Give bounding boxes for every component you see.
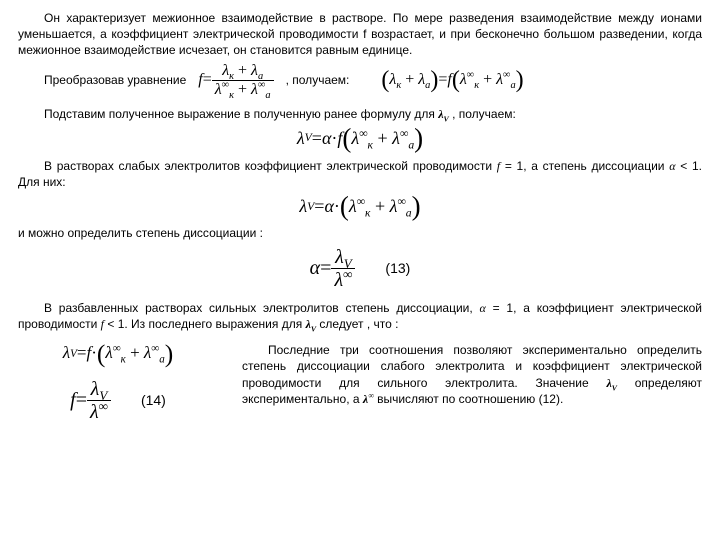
p6-c: < 1. Из последнего выражения для [104, 317, 306, 331]
sym-plus: + [375, 196, 390, 216]
sym-lambda: λ [299, 194, 307, 218]
paragraph-7: Последние три соотношения позволяют эксп… [242, 342, 702, 411]
sym-lambda: λ [215, 81, 222, 98]
sup-inf: ∞ [151, 343, 159, 355]
sup-inf: ∞ [357, 195, 365, 208]
sym-lambda: λ [496, 71, 503, 88]
sym-plus: + [378, 128, 393, 148]
eq-f-fraction: f = λк + λа λ∞к + λ∞а [198, 63, 273, 98]
paragraph-5: и можно определить степень диссоциации : [18, 225, 702, 241]
sym-lambda: λ [392, 128, 400, 148]
paragraph-4: В растворах слабых электролитов коэффици… [18, 158, 702, 190]
sym-lambda: λ [251, 81, 258, 98]
equation-row-1: Преобразовав уравнение f = λк + λа λ∞к +… [18, 63, 702, 98]
sym-lambda: λ [460, 71, 467, 88]
p3-b: , получаем: [449, 107, 516, 121]
p6-a: В разбавленных растворах сильных электро… [44, 301, 480, 315]
sym-lambda: λ [63, 342, 70, 365]
p3-a: Подставим полученное выражение в получен… [44, 107, 438, 121]
p2-lead: Преобразовав уравнение [18, 72, 186, 88]
sym-lambda: λ [251, 62, 258, 79]
eqnum-13: (13) [385, 259, 410, 278]
paragraph-3: Подставим полученное выражение в получен… [18, 106, 702, 122]
sub-k: к [474, 80, 479, 91]
eq-lambda-v-full: λV = α · f ( λ∞к + λ∞а ) [18, 126, 702, 150]
sub-k: к [365, 207, 370, 220]
sym-plus: + [238, 62, 251, 79]
sym-eq: = [77, 342, 87, 365]
sub-k: к [121, 354, 126, 366]
p4-a: В растворах слабых электролитов коэффици… [44, 159, 497, 173]
sym-eq: = [320, 255, 331, 282]
sup-inf: ∞ [99, 399, 108, 414]
page: Он характеризует межионное взаимодействи… [0, 0, 720, 432]
eq-13: α = λV λ∞ (13) [18, 247, 702, 290]
sym-lambda: λ [335, 246, 344, 268]
sym-lambda: λ [105, 343, 112, 362]
left-equations: λV = f · ( λ∞к + λ∞а ) f = [18, 342, 218, 422]
bottom-two-col: λV = f · ( λ∞к + λ∞а ) f = [18, 342, 702, 422]
eqnum-14: (14) [141, 391, 166, 410]
sym-alpha: α [322, 126, 331, 150]
sup-inf: ∞ [359, 127, 367, 140]
sup-inf: ∞ [113, 343, 121, 355]
sym-eq: = [438, 69, 447, 91]
sym-alpha: α [310, 255, 321, 282]
sym-plus: + [130, 343, 144, 362]
sym-eq: = [203, 69, 212, 91]
sup-inf: ∞ [258, 79, 265, 90]
paragraph-1: Он характеризует межионное взаимодействи… [18, 10, 702, 59]
sym-plus: + [483, 71, 496, 88]
sup-inf: ∞ [222, 79, 229, 90]
sym-plus: + [405, 71, 418, 88]
sub-a: а [265, 90, 270, 101]
p7-c: вычисляют по соотношению (12). [374, 392, 564, 406]
sub-k: к [396, 80, 401, 91]
sym-lambda: λ [349, 196, 357, 216]
sub-k: к [229, 90, 234, 101]
eq-lambda-v-strong: λV = f · ( λ∞к + λ∞а ) [63, 342, 173, 365]
sym-eq: = [76, 387, 87, 414]
eq-lambda-v-weak: λV = α · ( λ∞к + λ∞а ) [18, 194, 702, 218]
sup-inf: ∞ [343, 266, 352, 281]
sym-lambda: λ [90, 401, 99, 423]
sym-eq: = [312, 126, 322, 150]
eq-expanded: ( λк + λа ) = f ( λ∞к + λ∞а ) [381, 69, 523, 91]
p2-mid: , получаем: [286, 72, 350, 88]
sym-lambda: λ [297, 126, 305, 150]
sym-eq: = [314, 194, 324, 218]
eq-14: f = λV λ∞ (14) [70, 379, 166, 422]
sym-lambda: λ [91, 378, 100, 400]
p4-b: = 1, а степень диссоциации [500, 159, 669, 173]
sup-inf: ∞ [397, 195, 405, 208]
paragraph-6: В разбавленных растворах сильных электро… [18, 300, 702, 332]
p6-d: следует , что : [316, 317, 398, 331]
sym-plus: + [238, 81, 251, 98]
sub-k: к [368, 138, 373, 151]
sym-alpha: α [324, 194, 333, 218]
sym-lambda: λ [334, 269, 343, 291]
